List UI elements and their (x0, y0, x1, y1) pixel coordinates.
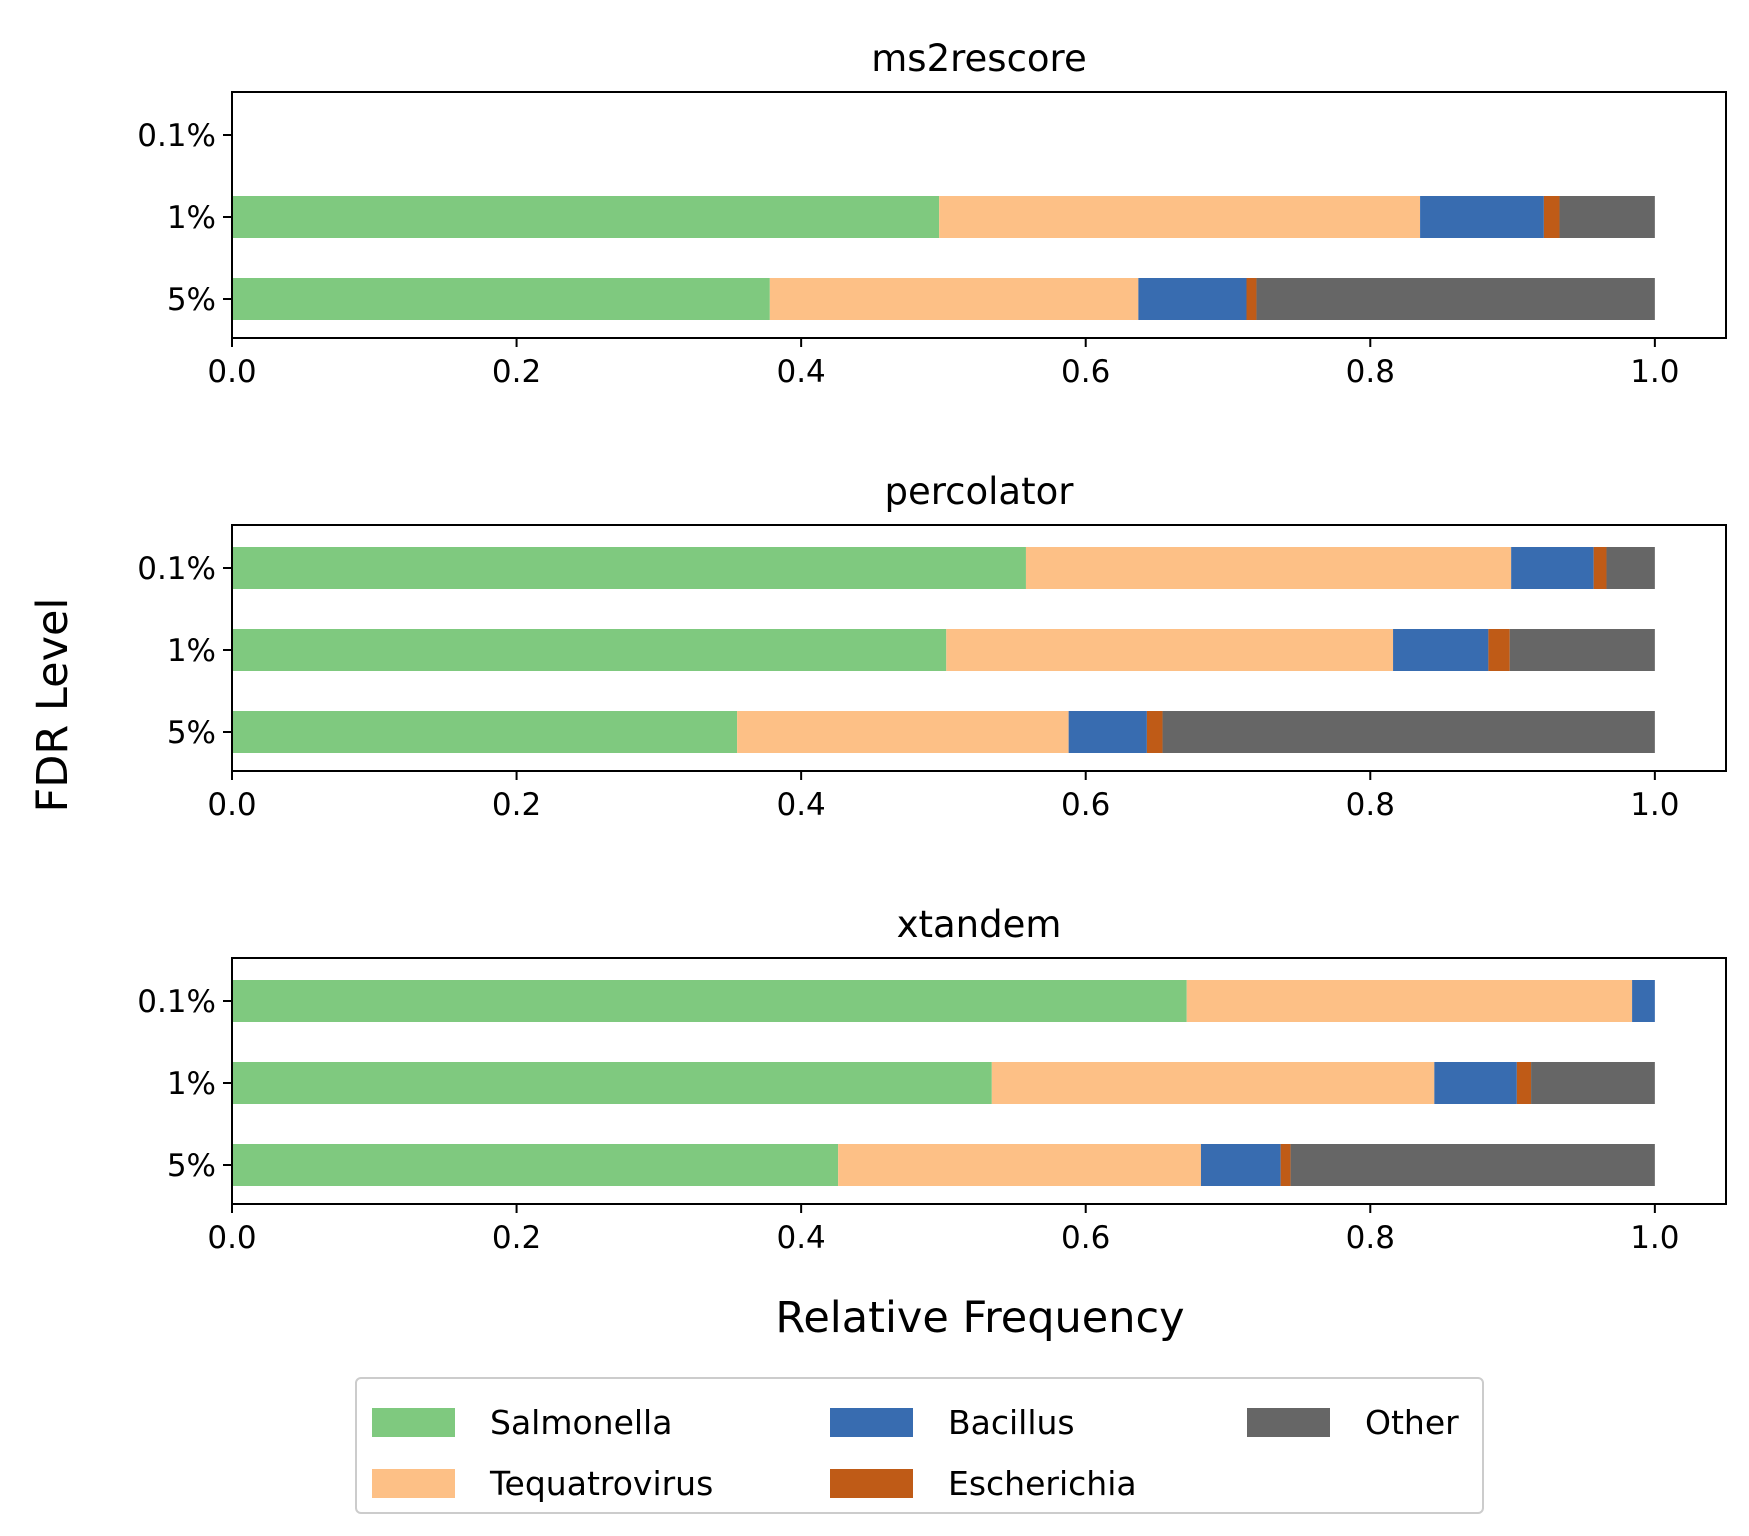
legend-label: Tequatrovirus (489, 1464, 713, 1503)
panel-ms2rescore: ms2rescore 0.1% 1% 5% 0.0 0.2 0.4 0.6 0.8 1.0 (137, 37, 1727, 390)
bar-segment-salmonella (232, 1062, 992, 1104)
x-tick-label: 1.0 (1630, 787, 1679, 823)
legend-item-tequatrovirus: Tequatrovirus (372, 1464, 713, 1503)
legend-swatch (1247, 1408, 1330, 1437)
legend-swatch (830, 1408, 913, 1437)
bar-segment-other (1509, 629, 1655, 671)
y-tick-label: 5% (167, 715, 216, 751)
bar-segment-salmonella (232, 196, 940, 238)
y-tick-label: 0.1% (137, 118, 216, 154)
plot-frame (231, 524, 1727, 772)
panel-title: xtandem (897, 903, 1062, 946)
bar-segment-salmonella (232, 980, 1187, 1022)
bar-segment-escherichia (1543, 196, 1560, 238)
y-tick-label: 5% (167, 282, 216, 318)
legend-swatch (372, 1408, 455, 1437)
bar-segment-escherichia (1146, 711, 1163, 753)
x-tick-label: 0.0 (207, 1220, 256, 1256)
x-tick-label: 0.0 (207, 354, 256, 390)
bar-segment-tequatrovirus (1186, 980, 1633, 1022)
x-tick-label: 0.2 (492, 1220, 541, 1256)
bar-segment-escherichia (1593, 547, 1607, 589)
y-tick-label: 1% (167, 1066, 216, 1102)
x-tick-label: 0.4 (776, 1220, 825, 1256)
legend-label: Other (1365, 1403, 1459, 1442)
x-tick-label: 0.2 (492, 354, 541, 390)
bar-segment-other (1162, 711, 1655, 753)
x-tick-label: 1.0 (1630, 1220, 1679, 1256)
bar-segment-bacillus (1393, 629, 1489, 671)
y-tick-label: 0.1% (137, 551, 216, 587)
bar-segment-tequatrovirus (991, 1062, 1435, 1104)
x-tick-label: 0.0 (207, 787, 256, 823)
bar-segment-tequatrovirus (1025, 547, 1512, 589)
x-tick-label: 0.4 (776, 354, 825, 390)
bar-segment-salmonella (232, 711, 738, 753)
bar-segment-escherichia (1246, 278, 1257, 320)
bar-segment-tequatrovirus (946, 629, 1394, 671)
figure-y-axis-label: FDR Level (28, 598, 78, 813)
bar-segment-salmonella (232, 547, 1026, 589)
bar-segment-tequatrovirus (737, 711, 1069, 753)
legend-item-salmonella: Salmonella (372, 1403, 672, 1442)
y-tick-label: 1% (167, 200, 216, 236)
bar-segment-tequatrovirus (769, 278, 1139, 320)
bar-segment-other (1256, 278, 1655, 320)
bar-segment-bacillus (1138, 278, 1247, 320)
legend-label: Escherichia (948, 1464, 1137, 1503)
x-tick-label: 0.4 (776, 787, 825, 823)
x-tick-label: 0.6 (1061, 1220, 1110, 1256)
bar-segment-bacillus (1511, 547, 1594, 589)
bar-segment-other (1290, 1144, 1655, 1186)
bar-segment-salmonella (232, 278, 770, 320)
bar-segment-escherichia (1488, 629, 1510, 671)
bar-segment-tequatrovirus (939, 196, 1421, 238)
bar-segment-bacillus (1632, 980, 1655, 1022)
bar-segment-bacillus (1068, 711, 1147, 753)
bar-segment-escherichia (1280, 1144, 1291, 1186)
bar-segment-salmonella (232, 629, 947, 671)
figure-x-axis-label: Relative Frequency (775, 1293, 1184, 1343)
y-tick-label: 0.1% (137, 984, 216, 1020)
x-tick-label: 0.6 (1061, 354, 1110, 390)
bar-segment-bacillus (1420, 196, 1544, 238)
plot-frame (231, 957, 1727, 1205)
y-tick-label: 1% (167, 633, 216, 669)
x-tick-label: 0.2 (492, 787, 541, 823)
bar-segment-tequatrovirus (838, 1144, 1201, 1186)
bar-segment-other (1559, 196, 1655, 238)
legend-item-other: Other (1247, 1403, 1459, 1442)
x-tick-label: 0.8 (1346, 354, 1395, 390)
plot-frame (231, 91, 1727, 339)
x-tick-label: 0.8 (1346, 787, 1395, 823)
legend-item-escherichia: Escherichia (830, 1464, 1137, 1503)
bar-segment-bacillus (1434, 1062, 1517, 1104)
legend-label: Bacillus (948, 1403, 1075, 1442)
legend-label: Salmonella (490, 1403, 672, 1442)
legend-swatch (372, 1469, 455, 1498)
panel-title: percolator (885, 470, 1075, 513)
bar-segment-other (1606, 547, 1655, 589)
x-tick-label: 1.0 (1630, 354, 1679, 390)
bar-segment-escherichia (1516, 1062, 1532, 1104)
legend: Salmonella Tequatrovirus Bacillus Escherich… (355, 1377, 1484, 1514)
panel-title: ms2rescore (871, 37, 1086, 80)
panel-percolator: percolator 0.1% 1% 5% 0.0 0.2 0.4 0.6 0.8 1.0 (137, 470, 1727, 823)
x-tick-label: 0.8 (1346, 1220, 1395, 1256)
panel-xtandem: xtandem 0.1% 1% 5% 0.0 0.2 0.4 0.6 0.8 1.0 (137, 903, 1727, 1256)
bar-segment-other (1531, 1062, 1655, 1104)
x-tick-label: 0.6 (1061, 787, 1110, 823)
y-tick-label: 5% (167, 1148, 216, 1184)
legend-frame (355, 1377, 1484, 1514)
bar-segment-bacillus (1200, 1144, 1281, 1186)
bar-segment-salmonella (232, 1144, 839, 1186)
legend-swatch (830, 1469, 913, 1498)
legend-item-bacillus: Bacillus (830, 1403, 1075, 1442)
